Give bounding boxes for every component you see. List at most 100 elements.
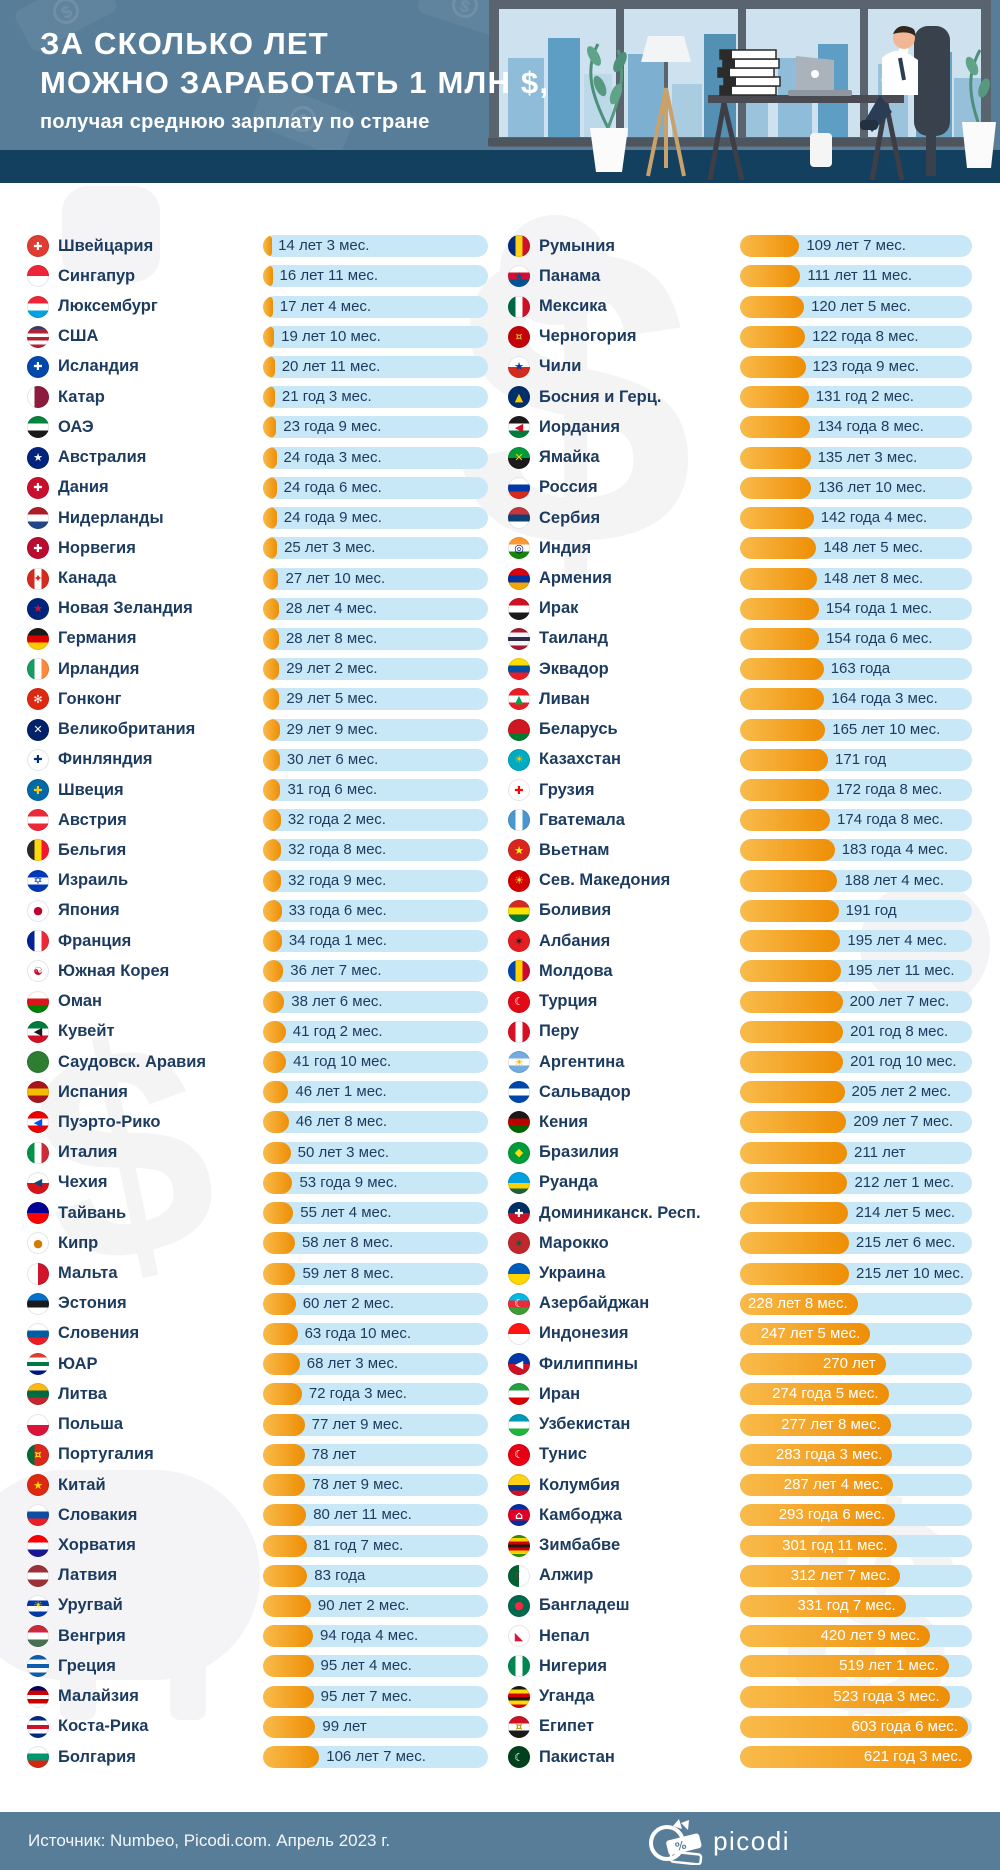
value-label: 31 год 6 мес. (287, 781, 378, 799)
flag-emblem: ◀ (33, 1025, 43, 1039)
value-bar-fill (740, 1625, 931, 1648)
value-label: 80 лет 11 мес. (313, 1506, 412, 1524)
value-label: 200 лет 7 мес. (849, 992, 950, 1010)
country-row: ¤ Египет 603 года 6 мес. (508, 1712, 972, 1742)
value-label: 209 лет 7 мес. (853, 1113, 954, 1131)
country-name: Молдова (539, 961, 613, 980)
value-bar-fill (263, 1594, 311, 1617)
value-bar-fill (740, 1413, 891, 1436)
country-name: Латвия (58, 1566, 118, 1585)
value-bar: 420 лет 9 мес. (740, 1625, 972, 1648)
value-bar-fill (740, 990, 843, 1013)
value-bar-fill (263, 1081, 289, 1104)
country-row: ☯ Южная Корея 36 лет 7 мес. (27, 956, 488, 986)
value-label: 131 год 2 мес. (815, 388, 914, 406)
country-name: Ирландия (58, 659, 140, 678)
country-flag-icon (508, 1534, 530, 1557)
value-bar: 109 лет 7 мес. (740, 235, 972, 258)
value-bar: 29 лет 5 мес. (263, 688, 488, 711)
flag-emblem: ★ (514, 843, 524, 857)
country-flag-icon (27, 1413, 49, 1436)
value-bar-fill (740, 567, 817, 590)
country-name: Сальвадор (539, 1082, 631, 1101)
country-row: Венгрия 94 года 4 мес. (27, 1621, 488, 1651)
country-name: Казахстан (539, 750, 621, 769)
man-at-desk-icon (860, 26, 950, 176)
value-bar-fill (740, 1232, 849, 1255)
value-bar-fill (740, 1141, 847, 1164)
value-label: 621 год 3 мес. (863, 1748, 962, 1766)
value-bar: 183 года 4 мес. (740, 839, 972, 862)
value-label: 420 лет 9 мес. (820, 1627, 921, 1645)
title-line-1: ЗА СКОЛЬКО ЛЕТ (40, 26, 329, 61)
value-label: 274 года 5 мес. (772, 1385, 879, 1403)
value-label: 277 лет 8 мес. (781, 1415, 881, 1433)
country-flag-icon (27, 1081, 49, 1104)
country-row: ◀ Чехия 53 года 9 мес. (27, 1168, 488, 1198)
country-flag-icon: ★ (27, 446, 49, 469)
country-flag-icon: ☾ (508, 990, 530, 1013)
country-name: Колумбия (539, 1475, 620, 1494)
value-label: 122 года 8 мес. (812, 327, 919, 345)
country-flag-icon (508, 899, 530, 922)
value-bar-fill (740, 1383, 889, 1406)
value-bar: 274 года 5 мес. (740, 1383, 972, 1406)
country-name: Словакия (58, 1505, 138, 1524)
value-bar: 214 лет 5 мес. (740, 1202, 972, 1225)
country-name: Франция (58, 931, 132, 950)
country-name: Египет (539, 1717, 595, 1736)
value-bar: 131 год 2 мес. (740, 386, 972, 409)
country-flag-icon (27, 1292, 49, 1315)
country-flag-icon: ☾ (508, 1564, 530, 1587)
flag-emblem: ✚ (33, 783, 43, 797)
country-flag-icon: ☀ (508, 748, 530, 771)
value-bar: 154 года 1 мес. (740, 597, 972, 620)
country-name: Тунис (539, 1445, 587, 1464)
country-row: ◆ Бразилия 211 лет (508, 1138, 972, 1168)
value-bar-fill (263, 1443, 305, 1466)
flag-emblem: ☀ (514, 753, 524, 767)
value-label: 603 года 6 мес. (851, 1717, 958, 1735)
country-flag-icon: ☾ (508, 1746, 530, 1769)
country-flag-icon (27, 1051, 49, 1074)
country-row: ✕ Великобритания 29 лет 9 мес. (27, 715, 488, 745)
value-bar: 21 год 3 мес. (263, 386, 488, 409)
value-bar: 59 лет 8 мес. (263, 1262, 488, 1285)
value-bar: 603 года 6 мес. (740, 1715, 972, 1738)
country-row: ✚ Финляндия 30 лет 6 мес. (27, 745, 488, 775)
value-bar: 38 лет 6 мес. (263, 990, 488, 1013)
value-label: 283 года 3 мес. (775, 1445, 883, 1463)
country-name: Люксембург (58, 297, 158, 316)
country-flag-icon (27, 295, 49, 318)
country-flag-icon (27, 1202, 49, 1225)
value-bar-fill (263, 1202, 294, 1225)
value-bar-fill (263, 265, 273, 288)
flag-emblem: ☀ (514, 874, 524, 888)
country-row: ✚ Швеция 31 год 6 мес. (27, 775, 488, 805)
value-bar: 148 лет 8 мес. (740, 567, 972, 590)
flag-emblem: ✚ (514, 783, 524, 797)
country-flag-icon: ✚ (508, 779, 530, 802)
value-bar-fill (263, 809, 281, 832)
country-row: Боливия 191 год (508, 896, 972, 926)
country-row: Перу 201 год 8 мес. (508, 1017, 972, 1047)
country-row: Молдова 195 лет 11 мес. (508, 956, 972, 986)
value-bar-fill (263, 899, 282, 922)
flag-emblem: ★ (514, 269, 524, 283)
value-bar: 78 лет 9 мес. (263, 1474, 488, 1497)
flag-emblem: ◀ (33, 1115, 43, 1129)
value-bar: 80 лет 11 мес. (263, 1504, 488, 1527)
country-row: Тайвань 55 лет 4 мес. (27, 1198, 488, 1228)
value-label: 90 лет 2 мес. (317, 1596, 410, 1614)
country-flag-icon: ★ (508, 355, 530, 378)
country-name: США (58, 327, 99, 346)
value-bar-fill (740, 1443, 893, 1466)
country-row: Армения 148 лет 8 мес. (508, 563, 972, 593)
country-row: Люксембург 17 лет 4 мес. (27, 291, 488, 321)
country-row: ● Кипр 58 лет 8 мес. (27, 1228, 488, 1258)
value-label: 134 года 8 мес. (817, 418, 924, 436)
country-row: ✚ Норвегия 25 лет 3 мес. (27, 533, 488, 563)
value-bar-fill (263, 507, 277, 530)
country-row: ★ Австралия 24 года 3 мес. (27, 443, 488, 473)
country-flag-icon (27, 1685, 49, 1708)
